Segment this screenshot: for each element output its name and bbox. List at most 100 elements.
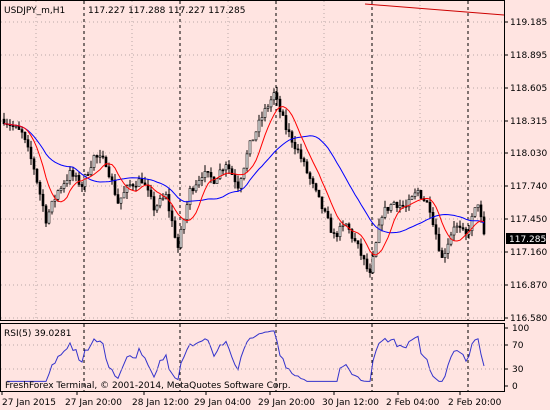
candle-body	[176, 237, 180, 248]
candle-body	[182, 219, 186, 230]
candle-body	[359, 243, 363, 256]
candle-body	[479, 204, 483, 218]
candle-body	[41, 193, 45, 207]
candle-body	[206, 171, 210, 173]
candle-body	[11, 125, 15, 127]
slow-moving-average	[3, 123, 485, 234]
candle-body	[392, 201, 396, 205]
price-tick-label: 118.605	[510, 84, 547, 94]
candle-body	[299, 149, 303, 159]
price-tick-label: 116.580	[510, 314, 547, 324]
candle-body	[197, 180, 201, 186]
candle-body	[317, 189, 321, 198]
candle-body	[155, 205, 159, 211]
period-separators	[83, 1, 469, 391]
candle-body	[431, 212, 435, 226]
time-tick-label: 29 Jan 20:00	[258, 398, 315, 408]
candle-body	[311, 178, 315, 184]
candle-body	[29, 146, 33, 160]
candle-body	[365, 258, 369, 270]
candle-body	[377, 224, 381, 244]
candle-body	[344, 223, 348, 226]
candle-body	[26, 139, 30, 148]
price-tick-label: 118.030	[510, 149, 547, 159]
candle-body	[305, 161, 309, 174]
grid-lines	[1, 1, 504, 320]
candle-body	[188, 188, 192, 206]
candle-body	[248, 140, 252, 155]
candle-body	[266, 106, 270, 109]
candle-body	[227, 164, 231, 170]
time-tick-label: 27 Jan 2015	[2, 398, 56, 408]
candle-body	[281, 111, 285, 116]
price-tick-label: 118.895	[510, 51, 547, 61]
candle-body	[230, 168, 234, 175]
candle-body	[257, 119, 261, 133]
rsi-tick-label: 100	[512, 324, 529, 334]
candle-body	[272, 92, 276, 101]
candle-body	[89, 167, 93, 175]
candle-body	[137, 178, 141, 187]
candle-body	[239, 178, 243, 189]
candle-body	[245, 153, 249, 169]
candle-body	[116, 194, 120, 204]
candle-body	[173, 220, 177, 238]
main-chart-frame	[0, 0, 505, 321]
candle-body	[122, 192, 126, 199]
candle-body	[275, 92, 279, 100]
time-tick-label: 27 Jan 20:00	[65, 398, 122, 408]
candle-body	[131, 184, 135, 187]
candle-body	[455, 225, 459, 228]
candle-body	[152, 196, 156, 211]
candle-body	[296, 148, 300, 151]
candle-body	[32, 158, 36, 170]
candle-body	[416, 190, 420, 194]
candle-body	[143, 182, 147, 186]
candle-body	[77, 175, 81, 185]
candle-body	[44, 205, 48, 224]
price-tick-label: 118.315	[510, 117, 547, 127]
candle-body	[107, 166, 111, 178]
candle-body	[335, 233, 339, 238]
candle-body	[53, 198, 57, 202]
candle-body	[440, 250, 444, 258]
candle-body	[164, 194, 168, 199]
rsi-tick-label: 0	[512, 382, 518, 392]
candle-body	[383, 206, 387, 218]
candle-body	[368, 268, 372, 273]
candle-body	[374, 242, 378, 257]
candle-body	[38, 182, 42, 195]
candle-body	[278, 98, 282, 113]
candle-body	[185, 204, 189, 220]
price-tick-label: 116.870	[510, 281, 547, 291]
candle-body	[167, 194, 171, 212]
candle-body	[125, 185, 129, 193]
candle-body	[428, 201, 432, 213]
price-axis: 119.185 118.895 118.605 118.315 118.030 117.7…	[504, 18, 547, 324]
candle-body	[62, 183, 66, 189]
candle-body	[284, 115, 288, 130]
candle-body	[263, 108, 267, 118]
candle-body	[50, 200, 54, 213]
candle-body	[473, 207, 477, 217]
candle-body	[413, 192, 417, 197]
candle-body	[269, 99, 273, 108]
candle-body	[35, 168, 39, 183]
candle-body	[350, 229, 354, 239]
candles	[2, 86, 486, 278]
candle-body	[362, 255, 366, 260]
candle-body	[74, 175, 78, 177]
candle-body	[407, 199, 411, 208]
candle-body	[128, 184, 132, 186]
candle-body	[113, 179, 117, 195]
candle-body	[200, 177, 204, 181]
candle-body	[104, 156, 108, 168]
candle-body	[92, 155, 96, 168]
time-tick-label: 2 Feb 04:00	[386, 398, 440, 408]
candle-body	[98, 155, 102, 158]
current-price-tag-bg	[506, 233, 546, 244]
candle-body	[161, 197, 165, 200]
trendline[interactable]	[364, 3, 505, 16]
time-axis: 27 Jan 2015 27 Jan 20:00 28 Jan 12:00 29 Ja…	[1, 391, 502, 408]
